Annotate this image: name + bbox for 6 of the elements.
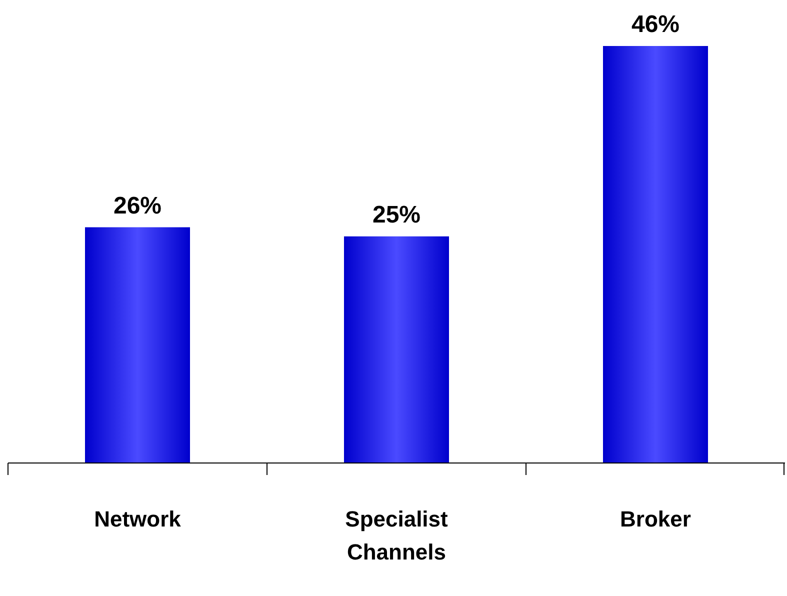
data-label: 46% bbox=[631, 11, 680, 38]
data-label: 26% bbox=[113, 192, 162, 220]
x-tick-label: Broker bbox=[620, 506, 692, 532]
data-label: 25% bbox=[372, 201, 421, 228]
x-tick-label: Network bbox=[94, 506, 182, 532]
x-tick-label: Specialist Channels bbox=[345, 506, 449, 565]
